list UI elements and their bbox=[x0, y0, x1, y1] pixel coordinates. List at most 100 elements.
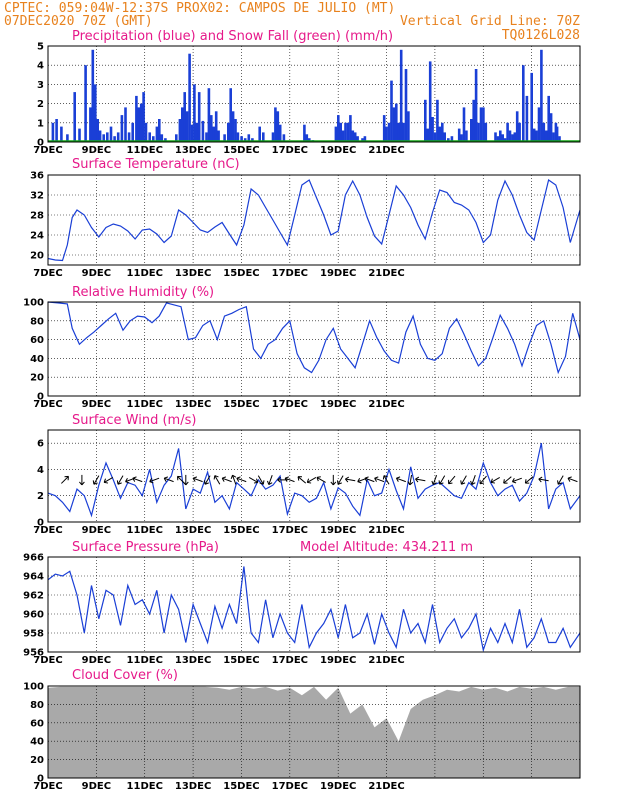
wind-arrow-shaft bbox=[567, 477, 578, 483]
wind-arrow-shaft bbox=[214, 475, 221, 485]
precip-bar bbox=[501, 134, 504, 142]
wind-arrow bbox=[266, 475, 273, 486]
wind-arrow bbox=[448, 475, 456, 485]
y-tick-label: 100 bbox=[23, 682, 44, 693]
panel-frame bbox=[47, 685, 581, 779]
x-tick-label: 9DEC bbox=[82, 399, 111, 410]
precip-bar bbox=[158, 119, 161, 142]
y-tick-label: 6 bbox=[37, 439, 44, 450]
wind-arrow-head bbox=[438, 480, 444, 485]
x-tick-label: 15DEC bbox=[223, 145, 259, 156]
wind-arrow bbox=[382, 475, 390, 485]
wind-arrow bbox=[163, 476, 174, 483]
wind-arrow bbox=[92, 475, 100, 485]
precip-bar bbox=[515, 111, 519, 142]
precip-bar bbox=[144, 122, 148, 142]
wind-arrow-head bbox=[253, 478, 259, 484]
wind-arrow-head bbox=[503, 479, 508, 484]
precip-bar bbox=[66, 134, 69, 142]
wind-arrow-shaft bbox=[103, 476, 114, 483]
wind-arrow-shaft bbox=[448, 475, 456, 485]
precip-bar bbox=[178, 119, 182, 142]
precip-bar bbox=[552, 132, 555, 142]
wind-arrow-head bbox=[448, 479, 453, 485]
x-tick-label: 21DEC bbox=[368, 525, 404, 536]
precip-bar bbox=[544, 130, 548, 142]
precip-bar bbox=[494, 132, 497, 142]
y-tick-label: 962 bbox=[23, 591, 44, 602]
precip-bar bbox=[137, 107, 141, 142]
x-tick-label: 21DEC bbox=[368, 145, 404, 156]
wind-arrow-head bbox=[79, 481, 85, 486]
x-tick-label: 19DEC bbox=[320, 525, 356, 536]
precip-bar bbox=[530, 72, 533, 142]
x-tick-label: 9DEC bbox=[82, 525, 111, 536]
wind-arrow-shaft bbox=[337, 475, 344, 485]
precip-bar bbox=[450, 136, 454, 142]
y-tick-label: 40 bbox=[30, 354, 44, 365]
x-tick-label: 11DEC bbox=[127, 781, 163, 792]
series-line bbox=[47, 442, 581, 518]
wind-arrow-head bbox=[316, 476, 321, 482]
precip-bar bbox=[462, 107, 466, 142]
x-tick-label: 13DEC bbox=[175, 525, 211, 536]
precip-bar bbox=[258, 126, 261, 142]
y-tick-label: 20 bbox=[30, 755, 44, 766]
panel-0: Precipitation (blue) and Snow Fall (gree… bbox=[33, 29, 581, 156]
precip-bar bbox=[98, 130, 102, 142]
x-tick-label: 21DEC bbox=[368, 399, 404, 410]
wind-arrow-shaft bbox=[439, 475, 446, 485]
precip-bar bbox=[431, 117, 434, 142]
x-tick-label: 19DEC bbox=[320, 655, 356, 666]
wind-arrow-shaft bbox=[316, 476, 326, 483]
y-tick-label: 80 bbox=[30, 316, 44, 327]
precip-bar bbox=[247, 134, 251, 142]
wind-arrow-shaft bbox=[307, 476, 317, 483]
precip-bar bbox=[94, 84, 97, 142]
x-tick-label: 11DEC bbox=[127, 145, 163, 156]
precip-bar bbox=[549, 113, 553, 142]
y-tick-label: 100 bbox=[23, 298, 44, 309]
panel-frame bbox=[47, 556, 581, 653]
wind-arrow-shaft bbox=[490, 476, 500, 483]
x-tick-label: 19DEC bbox=[320, 399, 356, 410]
wind-arrow-head bbox=[460, 480, 466, 485]
wind-arrow bbox=[330, 474, 337, 486]
precip-bar bbox=[109, 126, 113, 142]
precip-bar bbox=[274, 107, 277, 142]
wind-arrow-shaft bbox=[149, 477, 160, 483]
precip-bar bbox=[229, 88, 232, 142]
precip-bar bbox=[542, 122, 546, 142]
precip-bar bbox=[339, 122, 342, 142]
precip-bar bbox=[537, 107, 541, 142]
precip-bar bbox=[426, 128, 430, 142]
precip-bar bbox=[395, 103, 398, 142]
wind-arrow bbox=[116, 475, 124, 485]
precip-bar bbox=[356, 136, 359, 142]
wind-arrow bbox=[460, 475, 467, 485]
series-line bbox=[47, 566, 581, 653]
wind-arrow-head bbox=[116, 480, 122, 485]
wind-arrow bbox=[236, 476, 247, 483]
series-line bbox=[47, 301, 581, 375]
precip-bar bbox=[385, 126, 388, 142]
wind-arrow-head bbox=[344, 476, 350, 483]
panel-frame bbox=[47, 301, 581, 397]
wind-arrow-head bbox=[182, 481, 189, 486]
wind-arrow-shaft bbox=[164, 477, 174, 483]
precip-bar bbox=[308, 138, 311, 142]
precip-bar bbox=[511, 134, 514, 142]
x-tick-label: 19DEC bbox=[320, 145, 356, 156]
wind-arrow bbox=[479, 475, 487, 485]
wind-arrow-head bbox=[213, 475, 219, 480]
wind-arrow bbox=[182, 474, 189, 486]
precip-bar bbox=[243, 138, 247, 142]
precip-bar bbox=[155, 126, 159, 142]
precip-bar bbox=[344, 122, 347, 142]
wind-arrow bbox=[557, 475, 564, 485]
wind-arrow-head bbox=[176, 475, 182, 481]
x-tick-label: 9DEC bbox=[82, 268, 111, 279]
x-tick-label: 17DEC bbox=[272, 525, 308, 536]
precip-bar bbox=[120, 115, 124, 142]
precip-bar bbox=[346, 122, 350, 142]
